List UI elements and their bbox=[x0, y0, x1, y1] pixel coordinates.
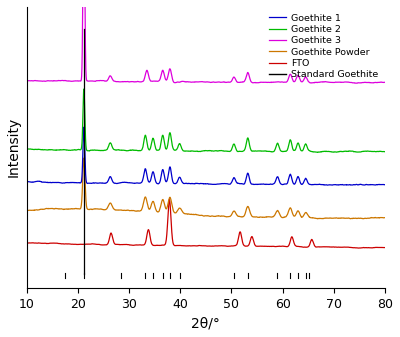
Goethite 2 bbox=[252, 149, 257, 153]
Goethite Powder bbox=[383, 216, 388, 220]
FTO bbox=[167, 197, 172, 202]
Goethite 2 bbox=[24, 147, 29, 151]
Goethite Powder bbox=[99, 207, 104, 211]
FTO bbox=[99, 243, 104, 247]
Goethite 3 bbox=[355, 81, 360, 85]
Goethite 1 bbox=[252, 182, 257, 186]
Goethite 2 bbox=[383, 150, 388, 154]
FTO bbox=[358, 246, 362, 250]
Goethite 2 bbox=[154, 148, 159, 152]
FTO bbox=[237, 232, 242, 236]
Line: Goethite Powder: Goethite Powder bbox=[26, 158, 385, 219]
Legend: Goethite 1, Goethite 2, Goethite 3, Goethite Powder, FTO, Standard Goethite: Goethite 1, Goethite 2, Goethite 3, Goet… bbox=[268, 12, 380, 81]
Goethite Powder bbox=[193, 213, 198, 217]
Goethite 2 bbox=[237, 149, 242, 153]
Goethite 1 bbox=[383, 183, 388, 187]
FTO bbox=[154, 243, 158, 247]
Goethite 3 bbox=[354, 81, 358, 85]
FTO bbox=[383, 245, 388, 249]
Goethite 1 bbox=[24, 179, 29, 183]
Goethite 1 bbox=[154, 181, 159, 185]
Goethite 1 bbox=[355, 183, 360, 187]
Goethite 2 bbox=[99, 149, 104, 153]
Goethite 3 bbox=[154, 79, 159, 83]
Goethite 1 bbox=[193, 182, 198, 186]
Goethite 1 bbox=[99, 181, 104, 185]
Line: Goethite 2: Goethite 2 bbox=[26, 89, 385, 152]
Goethite Powder bbox=[361, 217, 366, 221]
Y-axis label: Intensity: Intensity bbox=[7, 117, 21, 178]
Goethite 3 bbox=[193, 80, 198, 84]
Goethite 2 bbox=[193, 149, 198, 153]
Line: FTO: FTO bbox=[26, 200, 385, 248]
Goethite 3 bbox=[24, 79, 29, 83]
Goethite Powder bbox=[237, 214, 242, 218]
Goethite Powder bbox=[24, 208, 29, 212]
Goethite Powder bbox=[252, 215, 257, 219]
Goethite 1 bbox=[82, 125, 86, 129]
Goethite 3 bbox=[99, 79, 104, 83]
FTO bbox=[355, 246, 360, 250]
Goethite 2 bbox=[355, 150, 360, 154]
Goethite 3 bbox=[252, 81, 257, 85]
Goethite Powder bbox=[355, 217, 360, 221]
FTO bbox=[252, 242, 257, 246]
X-axis label: 2θ/°: 2θ/° bbox=[191, 316, 220, 330]
FTO bbox=[193, 244, 198, 248]
Line: Goethite 1: Goethite 1 bbox=[26, 127, 385, 185]
FTO bbox=[24, 241, 29, 245]
Goethite 1 bbox=[325, 183, 330, 187]
Goethite Powder bbox=[154, 208, 159, 212]
Goethite 2 bbox=[82, 87, 86, 91]
Goethite 1 bbox=[237, 182, 242, 186]
Goethite 2 bbox=[315, 150, 320, 154]
Goethite Powder bbox=[82, 156, 86, 160]
Goethite 3 bbox=[383, 80, 388, 84]
Line: Goethite 3: Goethite 3 bbox=[26, 0, 385, 83]
Goethite 3 bbox=[237, 81, 242, 85]
